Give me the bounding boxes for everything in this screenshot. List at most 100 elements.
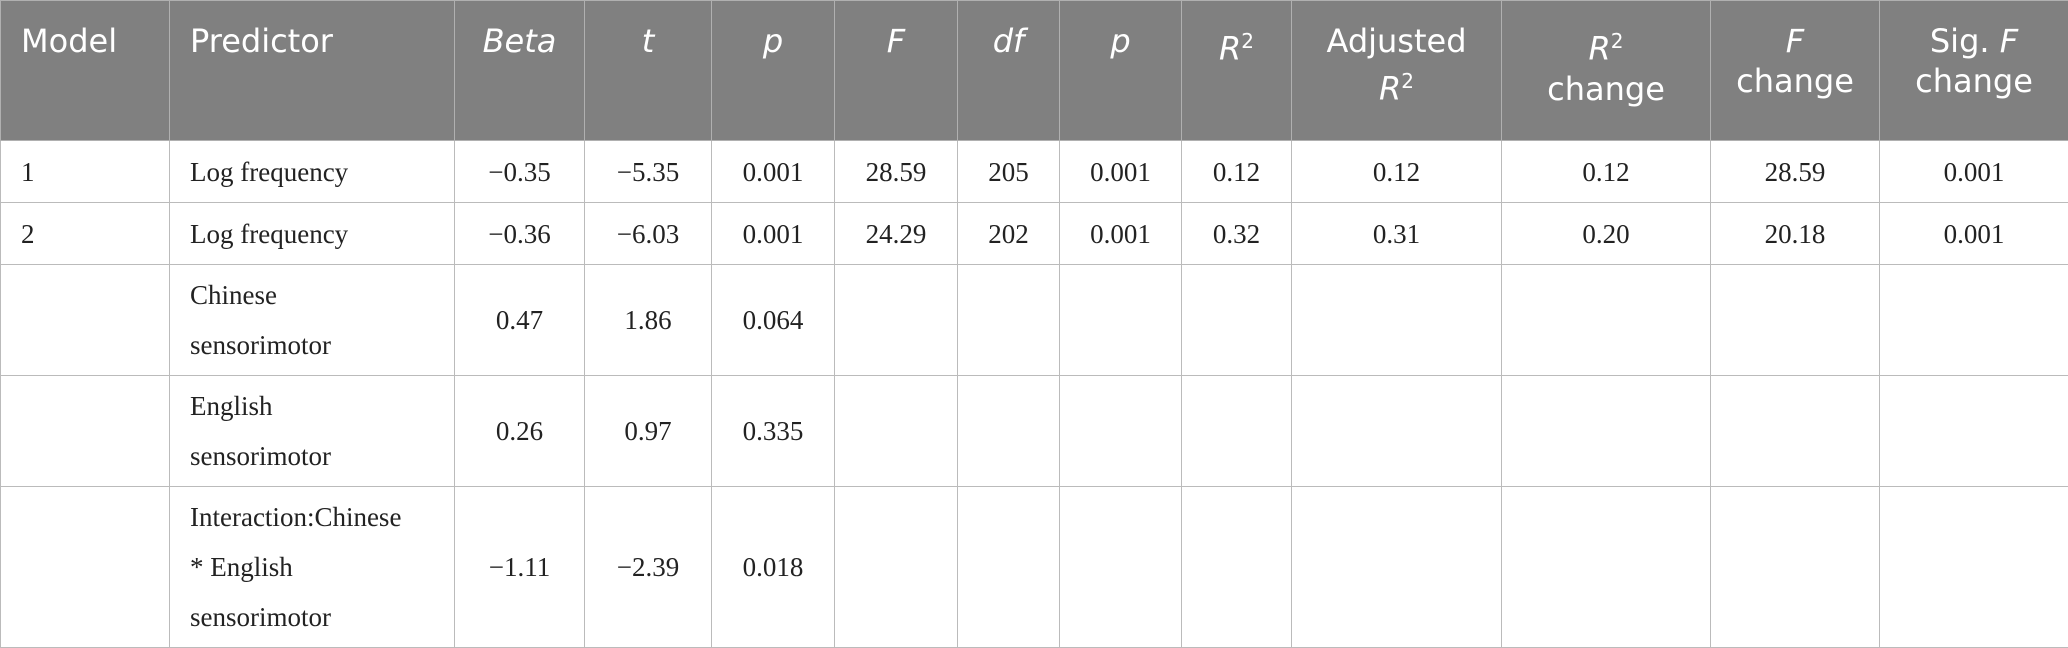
table-cell <box>1 487 170 648</box>
table-cell: −0.35 <box>455 141 585 203</box>
header-text: Beta <box>483 22 557 60</box>
table-cell: 0.001 <box>712 141 835 203</box>
table-cell: 0.335 <box>712 376 835 487</box>
table-cell: −1.11 <box>455 487 585 648</box>
header-text: Predictor <box>190 22 333 60</box>
table-cell: 0.12 <box>1182 141 1292 203</box>
table-cell <box>958 376 1060 487</box>
header-text: F <box>887 22 905 60</box>
header-text: Sig. <box>1930 22 2000 60</box>
table-cell: −2.39 <box>585 487 712 648</box>
table-cell: 0.97 <box>585 376 712 487</box>
table-cell: −0.36 <box>455 203 585 265</box>
header-text: R <box>1379 70 1401 108</box>
cell-line: * English <box>190 542 446 592</box>
table-cell: 0.31 <box>1292 203 1502 265</box>
header-text: R <box>1219 30 1241 68</box>
cell-line: Chinese <box>190 270 446 320</box>
header-text: 2 <box>1611 29 1624 53</box>
header-line: R2 <box>1190 21 1283 69</box>
table-cell <box>1880 376 2068 487</box>
table-cell: 1 <box>1 141 170 203</box>
header-line: t <box>593 21 703 61</box>
header-cell: Beta <box>455 1 585 141</box>
cell-line: Interaction:Chinese <box>190 492 446 542</box>
table-cell: 0.26 <box>455 376 585 487</box>
table-cell <box>1711 376 1880 487</box>
header-line: F <box>843 21 949 61</box>
cell-line: sensorimotor <box>190 592 446 642</box>
table-cell <box>1880 265 2068 376</box>
table-cell: 0.001 <box>1880 203 2068 265</box>
table-cell <box>958 265 1060 376</box>
table-cell: 0.001 <box>712 203 835 265</box>
table-cell: 0.018 <box>712 487 835 648</box>
table-cell <box>1711 265 1880 376</box>
table-cell <box>1060 487 1182 648</box>
table-cell <box>1292 265 1502 376</box>
header-text: change <box>1736 62 1854 100</box>
header-line: change <box>1719 61 1871 101</box>
table-cell: 205 <box>958 141 1060 203</box>
cell-line: English <box>190 381 446 431</box>
cell-line: Log frequency <box>190 147 446 197</box>
header-cell: t <box>585 1 712 141</box>
table-cell <box>1502 487 1711 648</box>
header-line: Predictor <box>190 21 446 61</box>
header-line: Beta <box>463 21 576 61</box>
table-cell: −6.03 <box>585 203 712 265</box>
table-cell <box>1711 487 1880 648</box>
header-line: R2 <box>1510 21 1702 69</box>
table-cell: 0.12 <box>1292 141 1502 203</box>
table-cell <box>1060 376 1182 487</box>
header-text: change <box>1915 62 2033 100</box>
cell-line: sensorimotor <box>190 431 446 481</box>
table-cell <box>1502 376 1711 487</box>
table-cell: 0.32 <box>1182 203 1292 265</box>
table-cell: 0.001 <box>1060 203 1182 265</box>
table-cell: Log frequency <box>170 141 455 203</box>
header-text: df <box>993 22 1025 60</box>
table-cell <box>1060 265 1182 376</box>
header-text: t <box>642 22 655 60</box>
header-line: Model <box>21 21 161 61</box>
header-text: Model <box>21 22 117 60</box>
table-cell: −5.35 <box>585 141 712 203</box>
table-cell <box>835 487 958 648</box>
header-text: Adjusted <box>1326 22 1466 60</box>
table-cell <box>1182 376 1292 487</box>
table-cell <box>958 487 1060 648</box>
header-text: change <box>1547 70 1665 108</box>
header-text: 2 <box>1241 29 1254 53</box>
header-cell: Adjusted R2 <box>1292 1 1502 141</box>
header-cell: p <box>712 1 835 141</box>
table-cell: 0.47 <box>455 265 585 376</box>
header-text: F <box>2000 22 2018 60</box>
header-cell: df <box>958 1 1060 141</box>
table-cell <box>1292 376 1502 487</box>
table-cell <box>1182 265 1292 376</box>
header-text: 2 <box>1401 69 1414 93</box>
table-cell <box>835 265 958 376</box>
header-line: change <box>1888 61 2060 101</box>
header-text: F <box>1786 22 1804 60</box>
table-cell: 28.59 <box>835 141 958 203</box>
header-line: change <box>1510 69 1702 109</box>
header-line: Sig. F <box>1888 21 2060 61</box>
table-cell: 0.064 <box>712 265 835 376</box>
header-text: R <box>1589 30 1611 68</box>
header-text: p <box>1110 22 1130 60</box>
